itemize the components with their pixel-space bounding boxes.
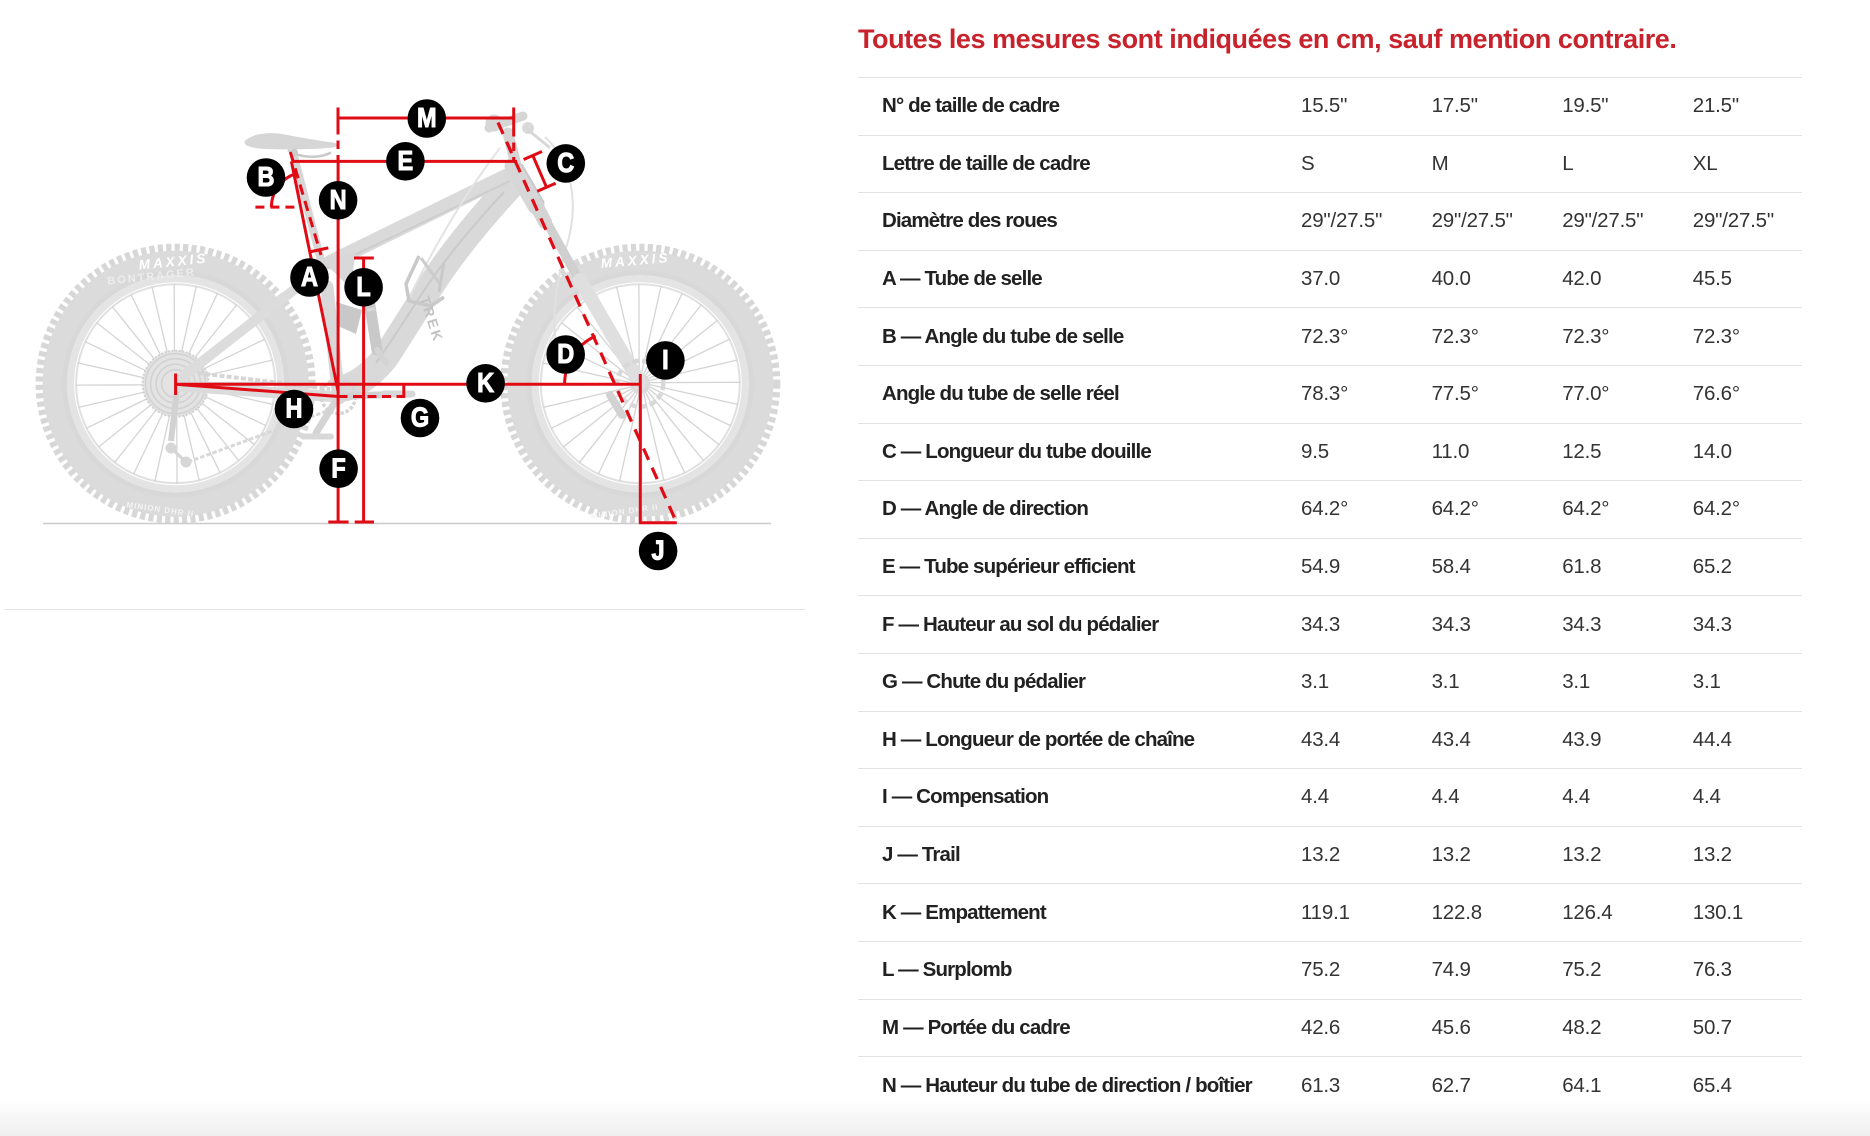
- svg-text:M: M: [417, 103, 437, 133]
- svg-text:K: K: [477, 368, 494, 398]
- svg-text:L: L: [356, 272, 370, 302]
- svg-text:D: D: [557, 339, 574, 369]
- svg-text:E: E: [398, 146, 414, 176]
- svg-text:F: F: [331, 454, 345, 484]
- svg-text:G: G: [411, 403, 429, 433]
- svg-text:J: J: [652, 536, 665, 566]
- svg-text:C: C: [557, 148, 574, 178]
- svg-text:A: A: [301, 262, 318, 292]
- svg-text:H: H: [286, 394, 303, 424]
- svg-text:I: I: [662, 345, 669, 375]
- svg-text:MAXXIS: MAXXIS: [138, 250, 209, 272]
- svg-text:MAXXIS: MAXXIS: [600, 250, 671, 271]
- svg-text:N: N: [330, 185, 347, 215]
- svg-text:B: B: [258, 162, 275, 192]
